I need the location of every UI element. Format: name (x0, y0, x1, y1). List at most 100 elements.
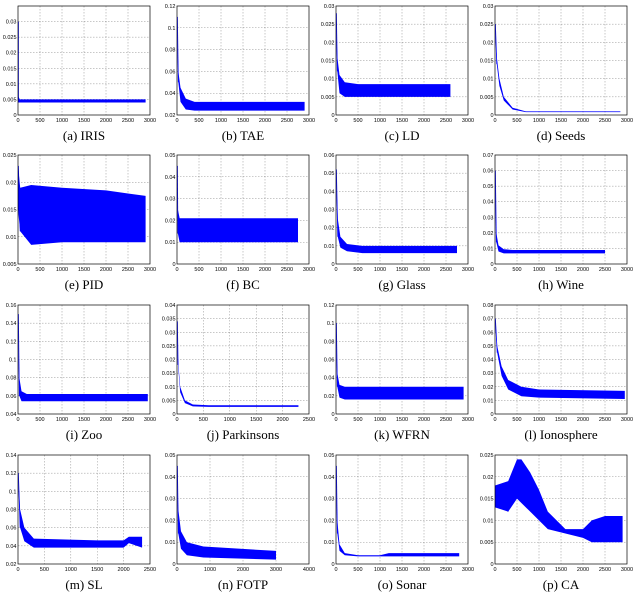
x-tick-label: 3000 (621, 567, 633, 573)
series-band (495, 24, 621, 113)
subplot-8: 0 500 1000 1500 2000 2500 3000 0 0.01 0.02 0.03 0.0… (483, 153, 633, 292)
y-tick-label: 0.01 (6, 235, 17, 241)
y-tick-label: 0.07 (483, 153, 494, 159)
y-tick-label: 0.03 (324, 497, 335, 503)
plot-frame (17, 5, 151, 116)
y-tick-label: 0.14 (6, 453, 17, 459)
y-tick-label: 0.02 (6, 562, 17, 568)
subplot-caption: (g) Glass (378, 277, 425, 292)
subplot-7: 0 500 1000 1500 2000 2500 3000 0 0.01 0.02 0.03 0.0… (324, 153, 474, 292)
y-tick-label: 0.015 (162, 371, 176, 377)
x-tick-label: 3000 (144, 417, 156, 423)
y-tick-label: 0.04 (324, 376, 335, 382)
y-tick-label: 0.01 (165, 240, 176, 246)
x-tick-label: 500 (35, 118, 44, 124)
x-tick-label: 2500 (599, 567, 611, 573)
x-tick-label: 1500 (78, 267, 90, 273)
x-tick-label: 1500 (91, 567, 103, 573)
y-tick-label: 0 (331, 113, 334, 119)
y-tick-label: 0.03 (483, 4, 494, 10)
y-tick-label: 0 (331, 562, 334, 568)
y-tick-label: 0.03 (483, 371, 494, 377)
series-band (177, 321, 299, 407)
x-tick-label: 2000 (237, 567, 249, 573)
y-tick-label: 0.12 (6, 339, 17, 345)
y-tick-label: 0.04 (165, 303, 176, 309)
y-tick-label: 0.01 (483, 77, 494, 83)
series-spike (495, 318, 498, 353)
x-tick-label: 1000 (215, 267, 227, 273)
x-tick-label: 3000 (144, 118, 156, 124)
y-tick-label: 0.05 (483, 344, 494, 350)
series-spike (336, 169, 339, 237)
y-tick-label: 0.015 (3, 66, 17, 72)
y-tick-label: 0.03 (6, 20, 17, 26)
x-tick-label: 1000 (374, 567, 386, 573)
x-tick-label: 3000 (303, 267, 315, 273)
x-tick-label: 500 (512, 118, 521, 124)
plot-frame (494, 154, 628, 265)
plot-frame (494, 304, 628, 415)
y-tick-label: 0.05 (165, 153, 176, 159)
x-tick-label: 500 (35, 267, 44, 273)
x-tick-label: 2500 (599, 417, 611, 423)
x-tick-label: 0 (493, 118, 496, 124)
y-tick-label: 0.05 (165, 453, 176, 459)
series-spike (177, 16, 179, 83)
series-spike (18, 314, 20, 396)
y-tick-label: 0.01 (483, 398, 494, 404)
plot-frame (335, 454, 469, 565)
x-tick-label: 0 (334, 567, 337, 573)
x-tick-label: 0 (493, 567, 496, 573)
x-tick-label: 1500 (237, 118, 249, 124)
y-tick-label: 0.05 (483, 184, 494, 190)
y-tick-label: 0 (490, 412, 493, 418)
x-tick-label: 0 (175, 267, 178, 273)
plot-frame (494, 454, 628, 565)
y-tick-label: 0.01 (324, 77, 335, 83)
plot-frame (17, 154, 151, 265)
x-tick-label: 0 (175, 118, 178, 124)
y-tick-label: 0.08 (483, 303, 494, 309)
x-tick-label: 3000 (144, 267, 156, 273)
y-tick-label: 0.025 (3, 35, 17, 41)
series-spike (18, 473, 21, 528)
y-tick-label: 0 (331, 262, 334, 268)
x-tick-label: 2000 (577, 417, 589, 423)
x-tick-label: 1000 (65, 567, 77, 573)
x-tick-label: 1000 (56, 267, 68, 273)
y-tick-label: 0.025 (480, 453, 494, 459)
x-tick-label: 1500 (555, 267, 567, 273)
series-spike (336, 323, 338, 387)
y-tick-label: 0.12 (6, 471, 17, 477)
y-tick-label: 0.02 (324, 394, 335, 400)
x-tick-label: 1500 (396, 118, 408, 124)
x-tick-label: 2000 (577, 118, 589, 124)
subplot-2: 0 500 1000 1500 2000 2500 3000 0.02 0.04 0.06 0.08… (165, 4, 315, 143)
y-tick-label: 0.03 (165, 197, 176, 203)
y-tick-label: 0.01 (324, 244, 335, 250)
y-tick-label: 0.03 (324, 4, 335, 10)
y-tick-label: 0.02 (324, 518, 335, 524)
y-tick-label: 0.025 (162, 344, 176, 350)
y-tick-label: 0.08 (6, 376, 17, 382)
y-tick-label: 0.02 (483, 385, 494, 391)
x-tick-label: 2000 (577, 567, 589, 573)
y-tick-label: 0.14 (6, 321, 17, 327)
y-tick-label: 0.01 (6, 82, 17, 88)
x-tick-label: 2000 (117, 567, 129, 573)
x-tick-label: 2500 (122, 267, 134, 273)
subplot-caption: (a) IRIS (63, 128, 105, 143)
x-tick-label: 500 (353, 118, 362, 124)
series-band (495, 459, 623, 543)
x-tick-label: 3000 (621, 267, 633, 273)
x-tick-label: 2000 (276, 417, 288, 423)
y-tick-label: 0.01 (165, 540, 176, 546)
x-tick-label: 0 (334, 118, 337, 124)
x-tick-label: 500 (512, 417, 521, 423)
x-tick-label: 2500 (440, 267, 452, 273)
x-tick-label: 2000 (418, 567, 430, 573)
y-tick-label: 0.1 (327, 321, 335, 327)
y-tick-label: 0.06 (6, 394, 17, 400)
x-tick-label: 2500 (440, 417, 452, 423)
